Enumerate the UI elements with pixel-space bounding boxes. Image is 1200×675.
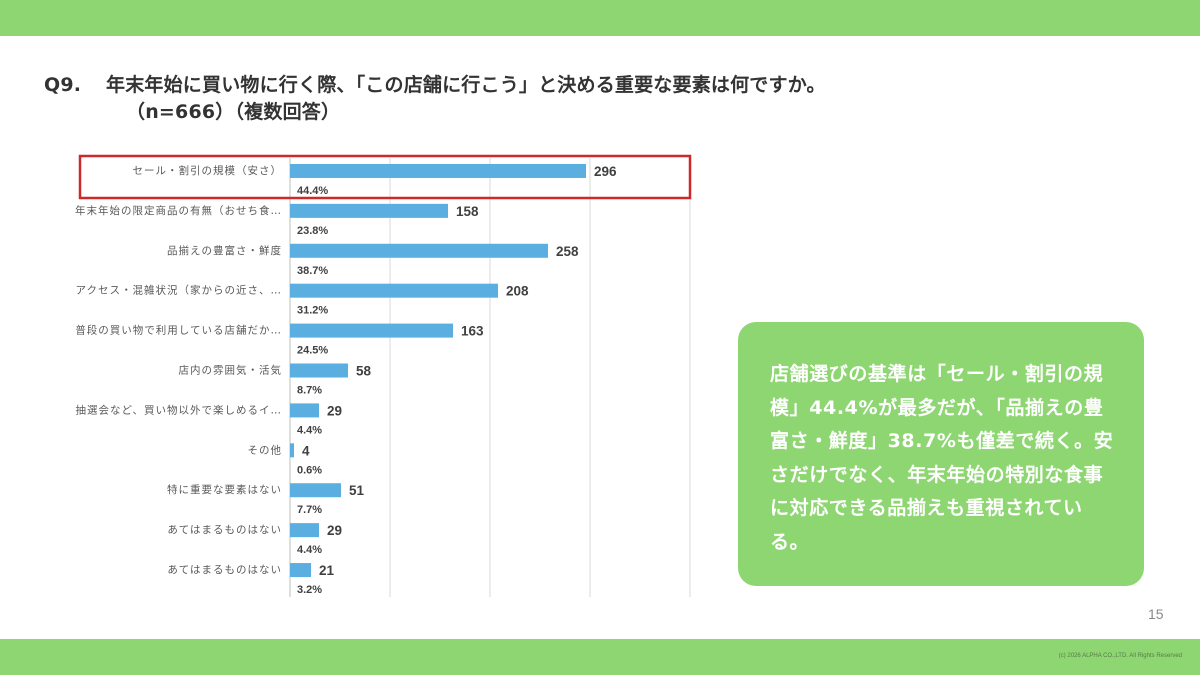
percent-label: 4.4% <box>297 544 322 556</box>
value-label: 51 <box>349 483 365 498</box>
value-label: 208 <box>506 284 529 299</box>
percent-label: 23.8% <box>297 225 328 237</box>
highlight-box <box>78 154 692 200</box>
category-label: その他 <box>248 443 283 456</box>
question-title: Q9. 年末年始に買い物に行く際、「この店舗に行こう」と決める重要な要素は何ですか… <box>44 72 826 126</box>
category-label: 抽選会など、買い物以外で楽しめるイ… <box>76 403 282 416</box>
value-label: 258 <box>556 244 579 259</box>
top-band <box>0 0 1200 36</box>
percent-label: 31.2% <box>297 305 328 317</box>
category-label: あてはまるものはない <box>167 564 282 576</box>
category-label: 特に重要な要素はない <box>167 483 282 496</box>
category-label: アクセス・混雑状況（家からの近さ、… <box>76 284 282 297</box>
bar <box>290 523 319 538</box>
value-label: 58 <box>356 364 372 379</box>
question-text: 年末年始に買い物に行く際、「この店舗に行こう」と決める重要な要素は何ですか。 <box>106 74 826 96</box>
percent-label: 44.4% <box>297 185 328 197</box>
value-label: 158 <box>456 204 479 219</box>
bar <box>290 563 311 578</box>
percent-label: 24.5% <box>297 345 328 357</box>
bar-chart: セール・割引の規模（安さ） 296 44.4% 年末年始の限定商品の有無（おせち食… 1… <box>75 154 692 597</box>
question-number: Q9. <box>44 74 82 96</box>
value-label: 296 <box>594 164 617 179</box>
value-label: 4 <box>302 443 310 458</box>
value-label: 29 <box>327 403 342 418</box>
percent-label: 4.4% <box>297 424 322 436</box>
value-label: 29 <box>327 523 342 538</box>
bar <box>290 483 341 498</box>
category-label: 普段の買い物で利用している店舗だか… <box>75 324 282 337</box>
category-label: セール・割引の規模（安さ） <box>133 164 283 177</box>
category-label: 年末年始の限定商品の有無（おせち食… <box>75 204 282 217</box>
bar <box>290 203 448 218</box>
bar <box>290 283 498 298</box>
category-label: あてはまるものはない <box>167 524 282 536</box>
category-label: 品揃えの豊富さ・鮮度 <box>167 244 282 257</box>
bar <box>290 363 348 378</box>
percent-label: 8.7% <box>297 385 322 397</box>
bottom-band <box>0 639 1200 675</box>
value-label: 163 <box>461 324 484 339</box>
bar <box>290 163 586 178</box>
value-label: 21 <box>319 563 335 578</box>
bar <box>290 243 548 258</box>
summary-text: 店舗選びの基準は「セール・割引の規模」44.4%が最多だが、「品揃えの豊富さ・鮮… <box>770 363 1114 553</box>
percent-label: 7.7% <box>297 504 322 516</box>
copyright-text: (c) 2026 ALPHA CO.,LTD. All Rights Reser… <box>1058 653 1182 659</box>
percent-label: 38.7% <box>297 265 328 277</box>
page-number: 15 <box>1148 606 1164 622</box>
bar <box>290 443 294 458</box>
summary-callout: 店舗選びの基準は「セール・割引の規模」44.4%が最多だが、「品揃えの豊富さ・鮮… <box>738 322 1144 586</box>
percent-label: 3.2% <box>297 584 322 596</box>
percent-label: 0.6% <box>297 464 322 476</box>
question-subtitle: （n=666）（複数回答） <box>126 101 341 123</box>
category-label: 店内の雰囲気・活気 <box>179 364 283 377</box>
bar <box>290 323 453 338</box>
bar <box>290 403 319 418</box>
